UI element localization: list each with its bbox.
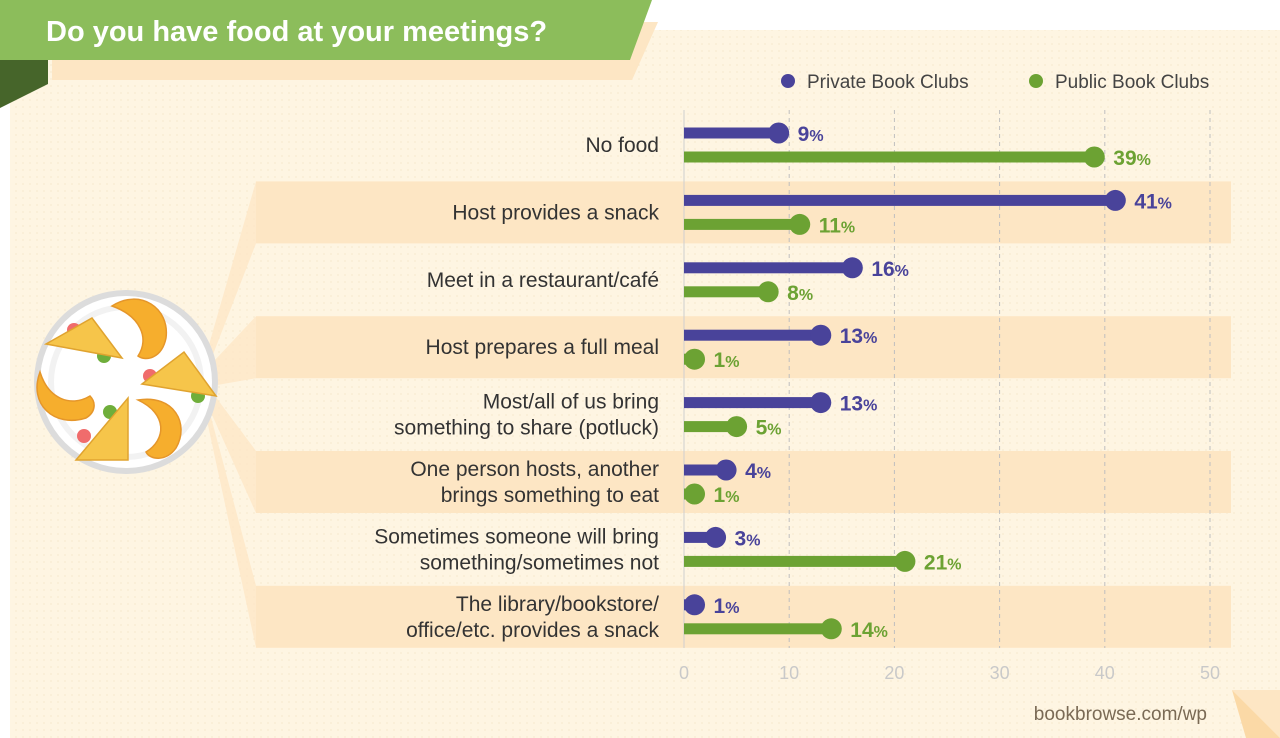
- x-tick-label: 0: [679, 663, 689, 683]
- legend-label-public: Public Book Clubs: [1055, 72, 1209, 93]
- bar-private: [684, 464, 727, 476]
- croissant-icon: [135, 398, 182, 459]
- title-banner: [0, 0, 652, 60]
- bar-end-public: [1083, 146, 1105, 168]
- food-plate-illustration: [34, 290, 218, 474]
- legend-swatch-private: [781, 74, 795, 88]
- category-label: No food: [585, 134, 659, 157]
- data-label-public: 39%: [1113, 147, 1151, 170]
- category-label: Most/all of us bring: [483, 391, 659, 414]
- data-label-public: 21%: [924, 551, 962, 574]
- bar-end-public: [894, 550, 916, 572]
- category-label: Sometimes someone will bring: [374, 525, 659, 548]
- bar-end-private: [715, 459, 737, 481]
- category-label: The library/bookstore/: [456, 593, 659, 616]
- bar-end-public: [726, 416, 748, 438]
- bar-public: [684, 555, 905, 567]
- bar-end-private: [1104, 189, 1126, 211]
- title-banner-fold: [0, 60, 48, 108]
- x-tick-label: 30: [990, 663, 1010, 683]
- x-tick-label: 50: [1200, 663, 1220, 683]
- source-credit: bookbrowse.com/wp: [1034, 704, 1207, 725]
- data-label-public: 1%: [714, 349, 740, 372]
- data-label-private: 16%: [871, 258, 909, 281]
- bar-public: [684, 286, 769, 298]
- bar-end-public: [684, 483, 706, 505]
- category-label: Meet in a restaurant/café: [427, 269, 659, 292]
- bar-private: [684, 329, 821, 341]
- page-curl-fold: [1232, 690, 1280, 738]
- data-label-private: 1%: [714, 595, 740, 618]
- bar-public: [684, 421, 737, 433]
- plate-ray: [200, 181, 256, 388]
- data-marks: 9% 41% 16% 13% 13% 4% 3% 1% 39% 11% 8% 1% 5% 1% 21% 14%: [684, 122, 1172, 642]
- category-label: brings something to eat: [441, 484, 659, 507]
- row-band: [256, 451, 1231, 513]
- legend-swatch-public: [1029, 74, 1043, 88]
- bar-end-public: [820, 618, 842, 640]
- legend: Private Book Clubs Public Book Clubs: [781, 72, 1209, 93]
- data-label-public: 14%: [850, 619, 888, 642]
- bar-private: [684, 262, 853, 274]
- bar-end-public: [757, 281, 779, 303]
- category-label: office/etc. provides a snack: [406, 619, 659, 642]
- x-tick-label: 40: [1095, 663, 1115, 683]
- bar-end-public: [789, 213, 811, 235]
- legend-label-private: Private Book Clubs: [807, 72, 969, 93]
- sandwich-icon: [74, 395, 129, 461]
- bar-public: [684, 218, 800, 230]
- bar-public: [684, 151, 1095, 163]
- category-labels: No food Host provides a snack Meet in a re…: [374, 134, 659, 642]
- bar-end-private: [810, 324, 832, 346]
- bar-end-private: [768, 122, 790, 144]
- bar-private: [684, 127, 779, 139]
- category-label: something/sometimes not: [420, 551, 659, 574]
- category-label: One person hosts, another: [410, 458, 659, 481]
- data-label-private: 13%: [840, 393, 878, 416]
- x-tick-label: 10: [779, 663, 799, 683]
- bar-private: [684, 397, 821, 409]
- croissant-icon: [110, 298, 167, 360]
- category-label: Host provides a snack: [452, 201, 659, 224]
- row-band: [256, 181, 1231, 244]
- data-label-private: 4%: [745, 460, 771, 483]
- bar-end-private: [705, 526, 727, 548]
- data-label-public: 1%: [714, 484, 740, 507]
- data-label-public: 8%: [787, 282, 813, 305]
- data-label-private: 3%: [735, 527, 761, 550]
- bar-end-private: [684, 594, 706, 616]
- category-label: something to share (potluck): [394, 417, 659, 440]
- bar-end-private: [841, 257, 863, 279]
- bar-end-private: [810, 392, 832, 414]
- data-label-private: 13%: [840, 325, 878, 348]
- row-band: [256, 585, 1231, 648]
- plate-ray: [200, 376, 256, 513]
- x-tick-label: 20: [884, 663, 904, 683]
- chart-title: Do you have food at your meetings?: [46, 16, 547, 48]
- x-axis-ticks: 0 10 20 30 40 50: [679, 663, 1220, 683]
- data-label-private: 9%: [798, 123, 824, 146]
- data-label-public: 11%: [819, 214, 855, 237]
- plate-ray: [200, 376, 256, 648]
- sandwich-icon: [140, 350, 218, 403]
- bar-end-public: [684, 348, 706, 370]
- data-label-private: 41%: [1134, 190, 1172, 213]
- sandwich-icon: [43, 317, 124, 363]
- data-label-public: 5%: [756, 417, 782, 440]
- category-label: Host prepares a full meal: [426, 336, 659, 359]
- bar-public: [684, 623, 832, 635]
- bar-private: [684, 194, 1116, 206]
- row-band: [256, 316, 1231, 379]
- row-bands: [200, 181, 1231, 648]
- bar-private: [684, 531, 716, 543]
- croissant-icon: [36, 369, 95, 421]
